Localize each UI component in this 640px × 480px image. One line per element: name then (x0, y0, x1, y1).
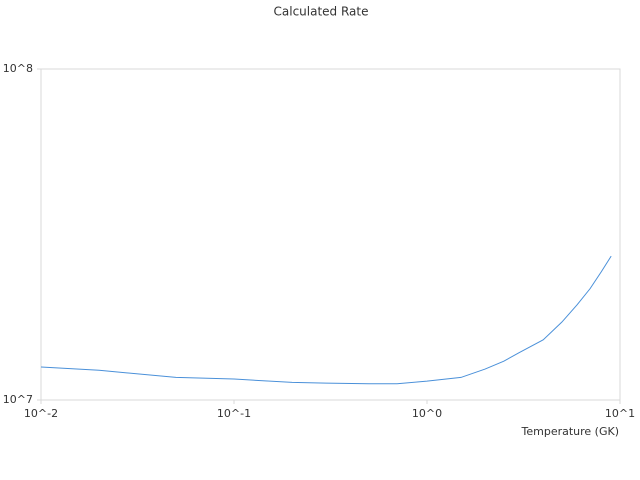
plot-frame (40, 68, 621, 401)
x-tick-label: 10^-1 (217, 407, 251, 420)
x-tick-label: 10^1 (605, 407, 635, 420)
data-line (40, 255, 612, 385)
y-tick-label: 10^7 (3, 393, 33, 406)
chart-title: Calculated Rate (274, 5, 369, 19)
x-tick-label: 10^0 (412, 407, 442, 420)
y-tick-label: 10^8 (3, 62, 33, 75)
x-tick-label: 10^-2 (24, 407, 58, 420)
x-axis-label: Temperature (GK) (521, 425, 620, 438)
